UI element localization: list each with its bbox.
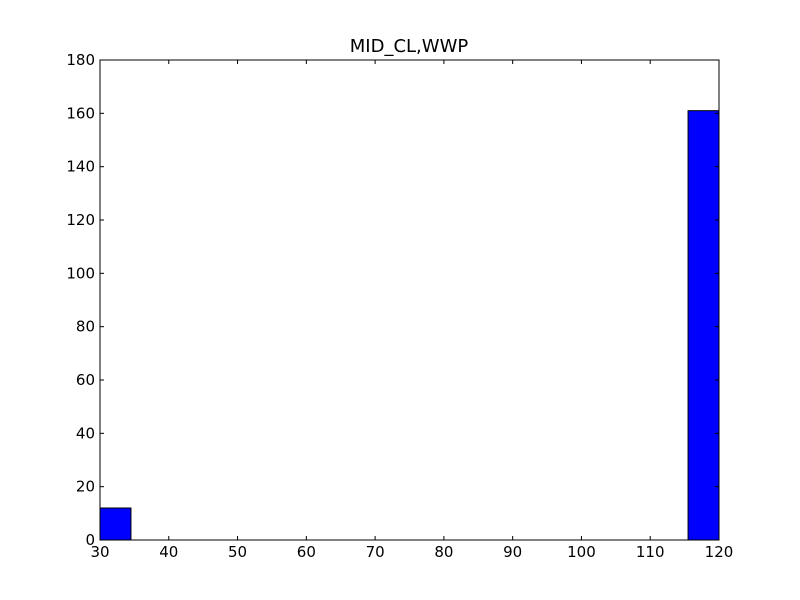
bars-group [99,110,720,541]
histogram-bar [687,110,720,541]
x-tick-label: 80 [434,543,453,561]
x-tick-label: 60 [297,543,316,561]
x-axis-ticks: 30 40 50 60 70 80 90 100 110 120 [90,60,733,561]
y-tick-label: 120 [66,211,95,229]
y-tick-label: 180 [66,51,95,69]
y-tick-label: 40 [76,424,95,442]
y-tick-label: 80 [76,318,95,336]
y-axis-ticks: 0 20 40 60 80 100 120 140 160 180 [66,51,719,549]
histogram-bar [99,507,132,541]
x-tick-label: 70 [366,543,385,561]
x-tick-label: 30 [90,543,109,561]
y-tick-label: 20 [76,478,95,496]
y-tick-label: 60 [76,371,95,389]
y-tick-label: 0 [85,531,95,549]
x-tick-label: 120 [705,543,734,561]
y-tick-label: 160 [66,104,95,122]
x-tick-label: 90 [503,543,522,561]
y-tick-label: 100 [66,264,95,282]
x-tick-label: 100 [567,543,596,561]
plot-frame [99,59,720,541]
x-tick-label: 50 [228,543,247,561]
x-tick-label: 110 [636,543,665,561]
chart-title: MID_CL,WWP [350,36,469,57]
x-tick-label: 40 [159,543,178,561]
y-tick-label: 140 [66,158,95,176]
